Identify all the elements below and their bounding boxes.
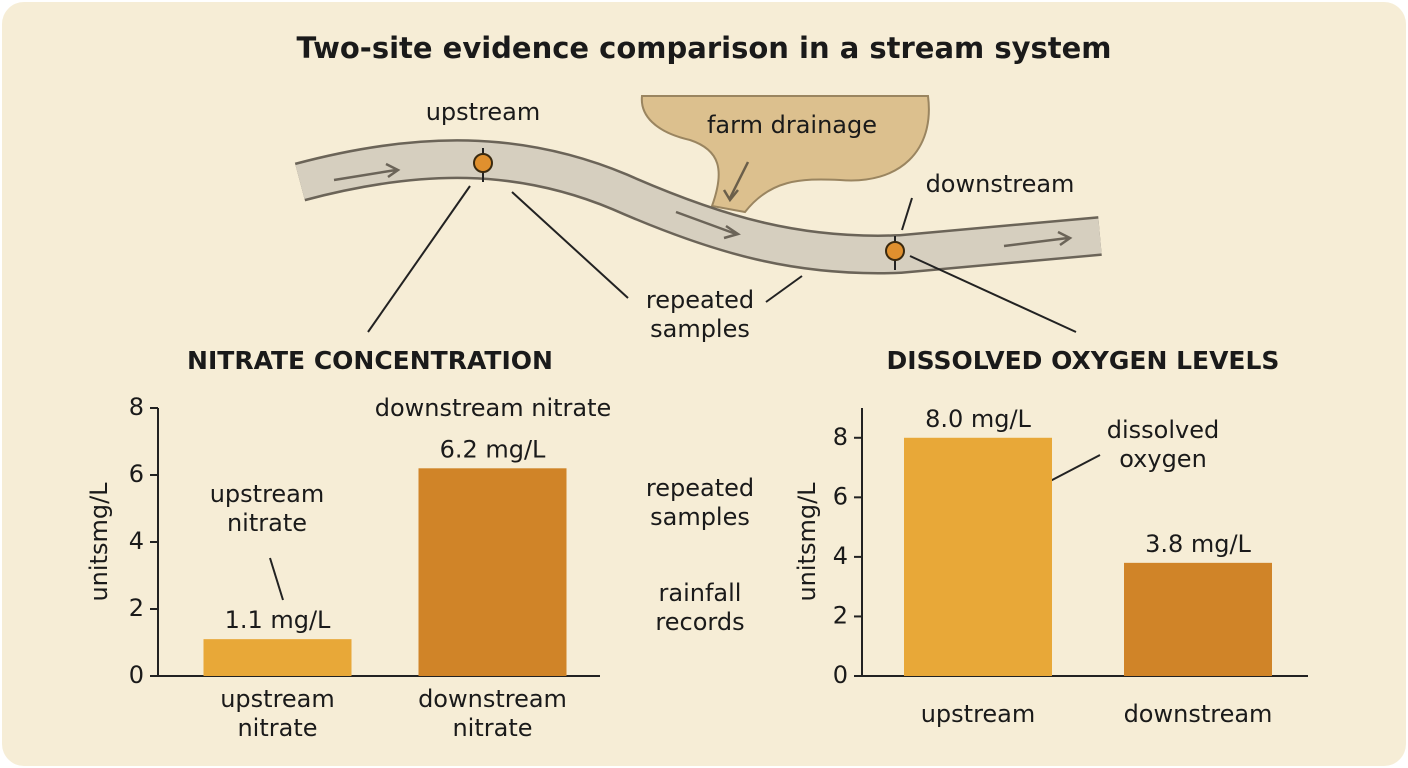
value-label: 6.2 mg/L [440,435,546,463]
middle-note: rainfall records [655,579,745,636]
downstream-site-label: downstream [926,170,1075,198]
chart-title: NITRATE CONCENTRATION [187,346,553,375]
stream [295,141,1102,272]
flow-arrow [1003,230,1073,248]
annotation-box: downstream nitrate [374,393,612,422]
leader-line [367,185,471,333]
value-label: 3.8 mg/L [1145,530,1251,558]
annotation: dissolved oxygen [1106,416,1220,473]
bar [203,639,352,676]
farm-drainage-area [640,95,930,214]
y-tick-label: 6 [129,460,144,488]
leader-line [901,197,913,231]
y-tick-label: 2 [129,594,144,622]
leader-line [765,275,803,303]
x-tick-label-box: upstream nitrate [220,685,335,742]
y-tick-label: 0 [129,661,144,689]
upstream-site-label: upstream [426,98,541,126]
farm-drainage-label: farm drainage [707,111,877,139]
x-tick-label-box: downstream [1123,699,1273,728]
middle-note: repeated samples [645,474,755,531]
x-tick-label-box: upstream [920,699,1036,728]
middle-note-box: rainfall records [655,579,745,636]
chart-title: DISSOLVED OXYGEN LEVELS [887,346,1280,375]
y-tick-label: 4 [833,542,848,570]
leader-line [909,255,1077,333]
annotation: downstream nitrate [374,393,612,422]
y-tick-label: 8 [833,423,848,451]
x-tick-label: downstream [1123,699,1273,728]
y-tick-label: 2 [833,601,848,629]
bar [904,437,1052,676]
page-title: Two-site evidence comparison in a stream… [296,31,1111,65]
annotation-box: dissolved oxygen [1106,416,1220,473]
x-tick-label: upstream [920,699,1036,728]
middle-note-box: repeated samples [645,474,755,531]
repeated-samples-label: repeated samples [645,286,755,343]
downstream-site [885,241,905,261]
y-tick-label: 8 [129,393,144,421]
x-tick-label: downstream nitrate [418,685,567,742]
x-tick-label: upstream nitrate [220,685,335,742]
flow-arrow [333,162,401,182]
value-label: 8.0 mg/L [925,405,1031,433]
y-tick-label: 6 [833,482,848,510]
drainage-arrow-head [722,189,739,203]
x-tick-label-box: downstream nitrate [418,685,567,742]
value-label: 1.1 mg/L [225,606,331,634]
y-axis-label: unitsmg/L [85,482,113,602]
annotation: upstream nitrate [209,480,325,537]
repeated-samples-label-box: repeated samples [645,286,755,343]
flow-arrow [675,210,741,240]
leader-line [511,191,629,299]
y-tick-label: 0 [833,661,848,689]
y-axis-label: unitsmg/L [793,482,821,602]
upstream-site [473,153,493,173]
bar [1124,562,1272,676]
annotation-line [269,557,284,601]
bar [418,468,567,676]
annotation-box: upstream nitrate [209,480,325,537]
drainage-arrow [728,161,750,199]
y-tick-label: 4 [129,527,144,555]
